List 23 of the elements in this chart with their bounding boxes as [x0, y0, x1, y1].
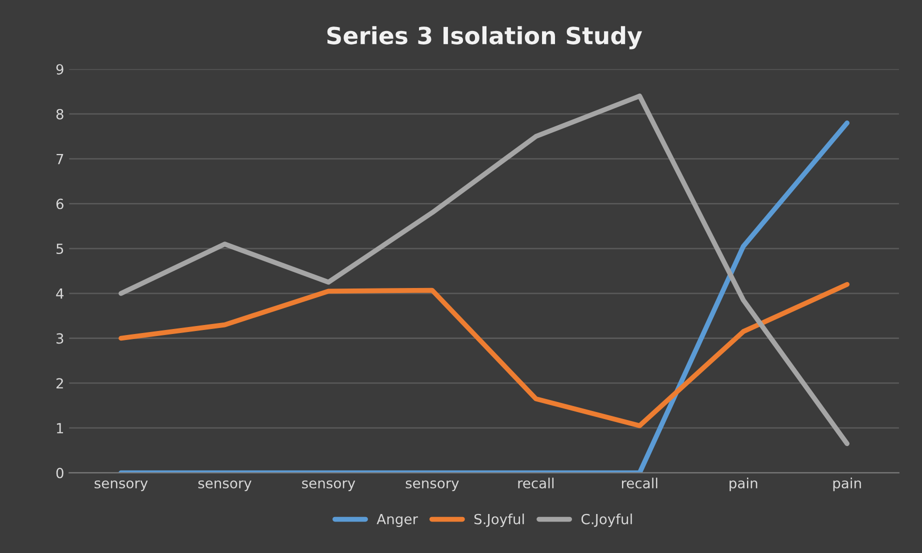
y-tick-label: 3 [56, 333, 64, 344]
legend-label: Anger [376, 514, 418, 528]
x-tick-label: sensory [94, 480, 148, 492]
legend-label: C.Joyful [581, 514, 632, 528]
legend-label: S.Joyful [474, 514, 524, 528]
chart-title: Series 3 Isolation Study [327, 26, 642, 50]
line-series [118, 282, 850, 428]
y-tick-label: 0 [56, 468, 64, 478]
y-tick-label: 5 [56, 244, 64, 254]
x-tick-label: pain [833, 478, 861, 492]
x-tick-label: sensory [198, 480, 252, 492]
x-tick-label: sensory [406, 480, 459, 492]
y-tick-label: 2 [56, 378, 63, 388]
y-tick-label: 4 [56, 288, 64, 299]
x-tick-label: sensory [302, 480, 356, 492]
y-tick-label: 9 [56, 64, 64, 75]
y-tick-label: 6 [56, 198, 64, 210]
x-tick-label: recall [518, 478, 554, 488]
x-tick-label: recall [622, 478, 658, 488]
x-tick-label: pain [730, 478, 758, 492]
y-tick-label: 1 [56, 423, 64, 434]
y-tick-label: 7 [56, 154, 64, 164]
y-tick-label: 8 [56, 108, 64, 120]
